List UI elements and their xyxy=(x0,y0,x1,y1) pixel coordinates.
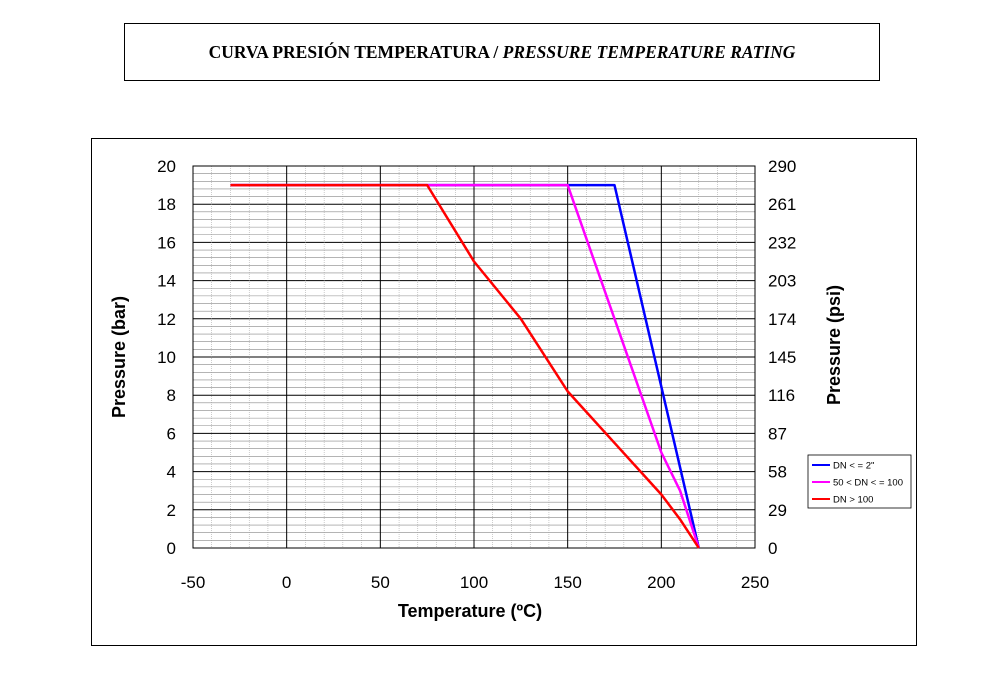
y2-tick-label: 290 xyxy=(768,157,796,176)
series-line-3 xyxy=(230,183,700,549)
y2-tick-label: 29 xyxy=(768,501,787,520)
tick-labels: -50 0 50 100 150 200 2500246810121416182002958… xyxy=(157,157,796,592)
legend-label-2: 50 < DN < = 100 xyxy=(833,478,903,489)
x-axis-label: Temperature (ºC) xyxy=(398,601,542,621)
series-lines xyxy=(230,183,701,549)
x-tick-label: 250 xyxy=(741,573,769,592)
y2-tick-label: 116 xyxy=(768,386,795,405)
x-tick-label: 100 xyxy=(460,573,488,592)
x-tick-label: -50 xyxy=(181,573,206,592)
y-tick-label: 18 xyxy=(157,195,176,214)
x-tick-label: 50 xyxy=(371,573,390,592)
y-tick-label: 0 xyxy=(167,539,176,558)
x-tick-label: 200 xyxy=(647,573,675,592)
y2-tick-label: 0 xyxy=(768,539,777,558)
y2-tick-label: 174 xyxy=(768,310,796,329)
y2-tick-label: 145 xyxy=(768,348,796,367)
y-tick-label: 14 xyxy=(157,272,176,291)
x-tick-label: 0 xyxy=(282,573,291,592)
y-tick-label: 10 xyxy=(157,348,176,367)
y-tick-label: 8 xyxy=(167,386,176,405)
legend-label-3: DN > 100 xyxy=(833,495,873,506)
y2-tick-label: 232 xyxy=(768,233,796,252)
chart-frame xyxy=(91,138,917,646)
y-tick-label: 16 xyxy=(157,233,176,252)
x-tick-label: 150 xyxy=(553,573,581,592)
title-english: PRESSURE TEMPERATURE RATING xyxy=(502,41,796,62)
plot-area xyxy=(192,165,756,549)
y2-tick-label: 58 xyxy=(768,463,787,482)
grid xyxy=(192,165,756,549)
y-axis-label: Pressure (bar) xyxy=(109,296,129,418)
legend-label-1: DN < = 2" xyxy=(833,461,874,472)
y2-tick-label: 87 xyxy=(768,424,787,443)
y-tick-label: 6 xyxy=(167,424,176,443)
y-tick-label: 2 xyxy=(167,501,176,520)
title-spanish: CURVA PRESIÓN TEMPERATURA / xyxy=(208,41,503,62)
y-tick-label: 12 xyxy=(157,310,176,329)
y2-tick-label: 261 xyxy=(768,195,796,214)
y-tick-label: 20 xyxy=(157,157,176,176)
y2-axis-label: Pressure (psi) xyxy=(824,285,844,405)
legend: DN < = 2" 50 < DN < = 100 DN > 100 xyxy=(807,454,912,509)
series-line-1 xyxy=(230,183,701,549)
series-line-2 xyxy=(230,183,700,549)
title-box: CURVA PRESIÓN TEMPERATURA / PRESSURE TEM… xyxy=(124,23,880,81)
y2-tick-label: 203 xyxy=(768,272,796,291)
y-tick-label: 4 xyxy=(167,463,176,482)
